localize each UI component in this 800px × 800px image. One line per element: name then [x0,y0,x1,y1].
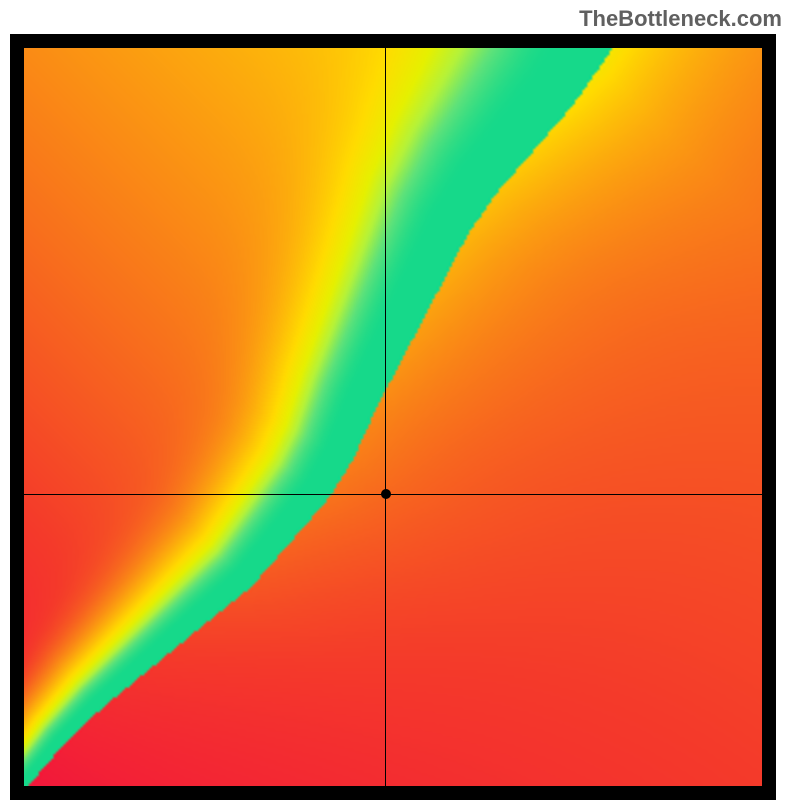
crosshair-horizontal [24,494,762,495]
watermark-text: TheBottleneck.com [579,6,782,32]
crosshair-vertical [385,48,386,786]
bottleneck-heatmap [24,48,762,786]
chart-container: TheBottleneck.com [0,0,800,800]
